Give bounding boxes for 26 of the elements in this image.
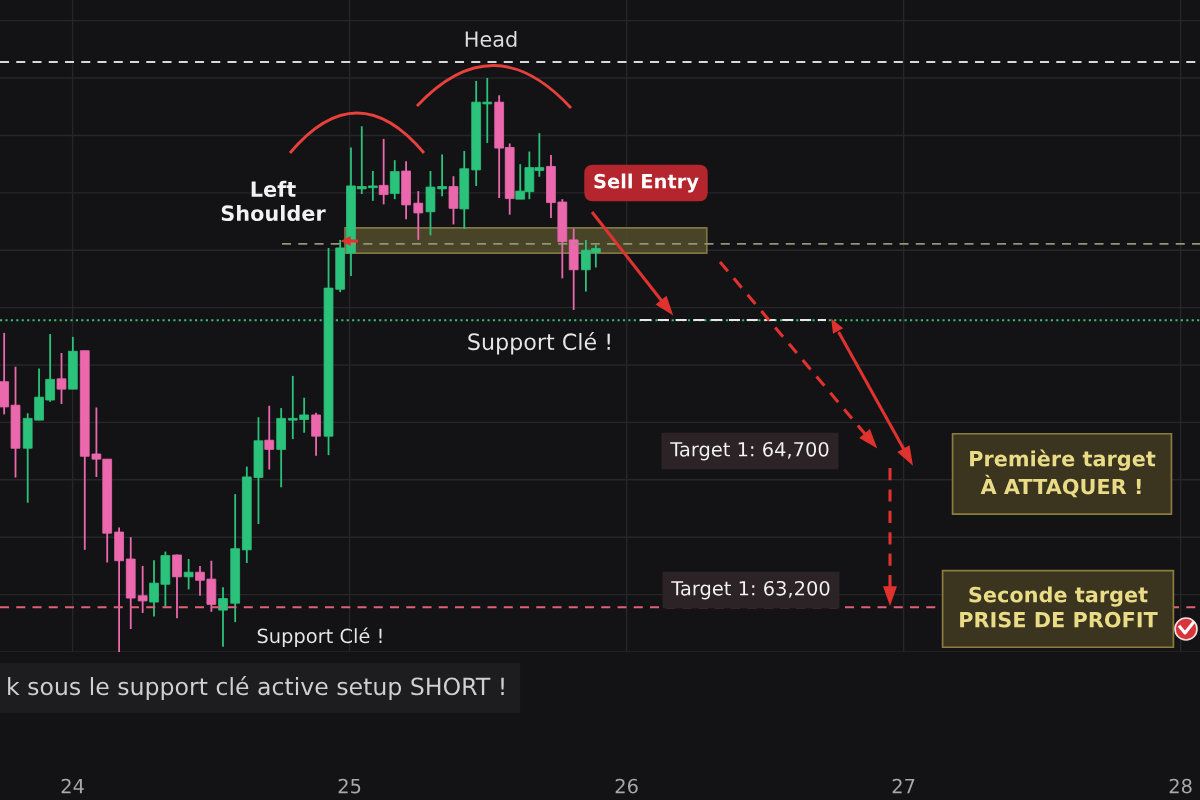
candlestick [172, 553, 182, 620]
annotation: Left Shoulder [221, 180, 326, 222]
x-tick-label: 28 [1169, 778, 1192, 794]
ref-line-label: Support Clé ! [468, 332, 610, 355]
candlestick [56, 352, 67, 405]
candlestick [218, 586, 228, 648]
annotation: Target 1: 64,700 [670, 441, 829, 461]
text: Head [465, 30, 517, 48]
candlestick [448, 175, 459, 226]
x-tick-label: 25 [338, 778, 361, 794]
annotation: Seconde target PRISE DE PROFIT [960, 586, 1158, 628]
annotation: Sell Entry [594, 173, 699, 193]
text: k sous le support clé active setup SHORT ! [8, 676, 504, 700]
x-tick-label: 26 [615, 778, 638, 794]
x-tick-label: 24 [61, 778, 84, 794]
ref-line-label: Support Clé ! [257, 627, 382, 648]
candlestick [311, 411, 321, 457]
annotation: Première target À ATTAQUER ! [970, 449, 1156, 498]
candlestick [413, 190, 424, 241]
annotation: Target 1: 63,200 [671, 580, 830, 600]
candlestick [389, 159, 400, 201]
candlestick [378, 137, 389, 206]
candlestick [137, 565, 148, 614]
x-tick-label: 27 [892, 778, 915, 794]
candlestick [183, 558, 194, 591]
candlestick [264, 404, 275, 471]
